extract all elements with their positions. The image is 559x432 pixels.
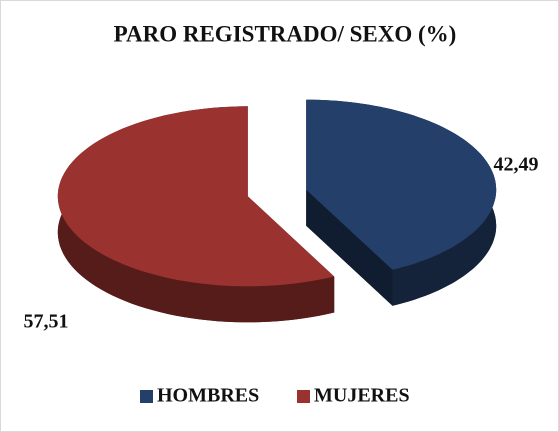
slice [306, 99, 497, 270]
legend-swatch [140, 390, 153, 403]
data-label: 42,49 [494, 154, 539, 176]
legend-label: HOMBRES [157, 385, 259, 407]
legend-label: MUJERES [314, 385, 410, 407]
slice-cut-face [306, 189, 393, 306]
data-label: 57,51 [24, 311, 69, 333]
chart-title: PARO REGISTRADO/ SEXO (%) [114, 21, 457, 46]
legend-swatch [297, 390, 310, 403]
slice [57, 106, 335, 287]
